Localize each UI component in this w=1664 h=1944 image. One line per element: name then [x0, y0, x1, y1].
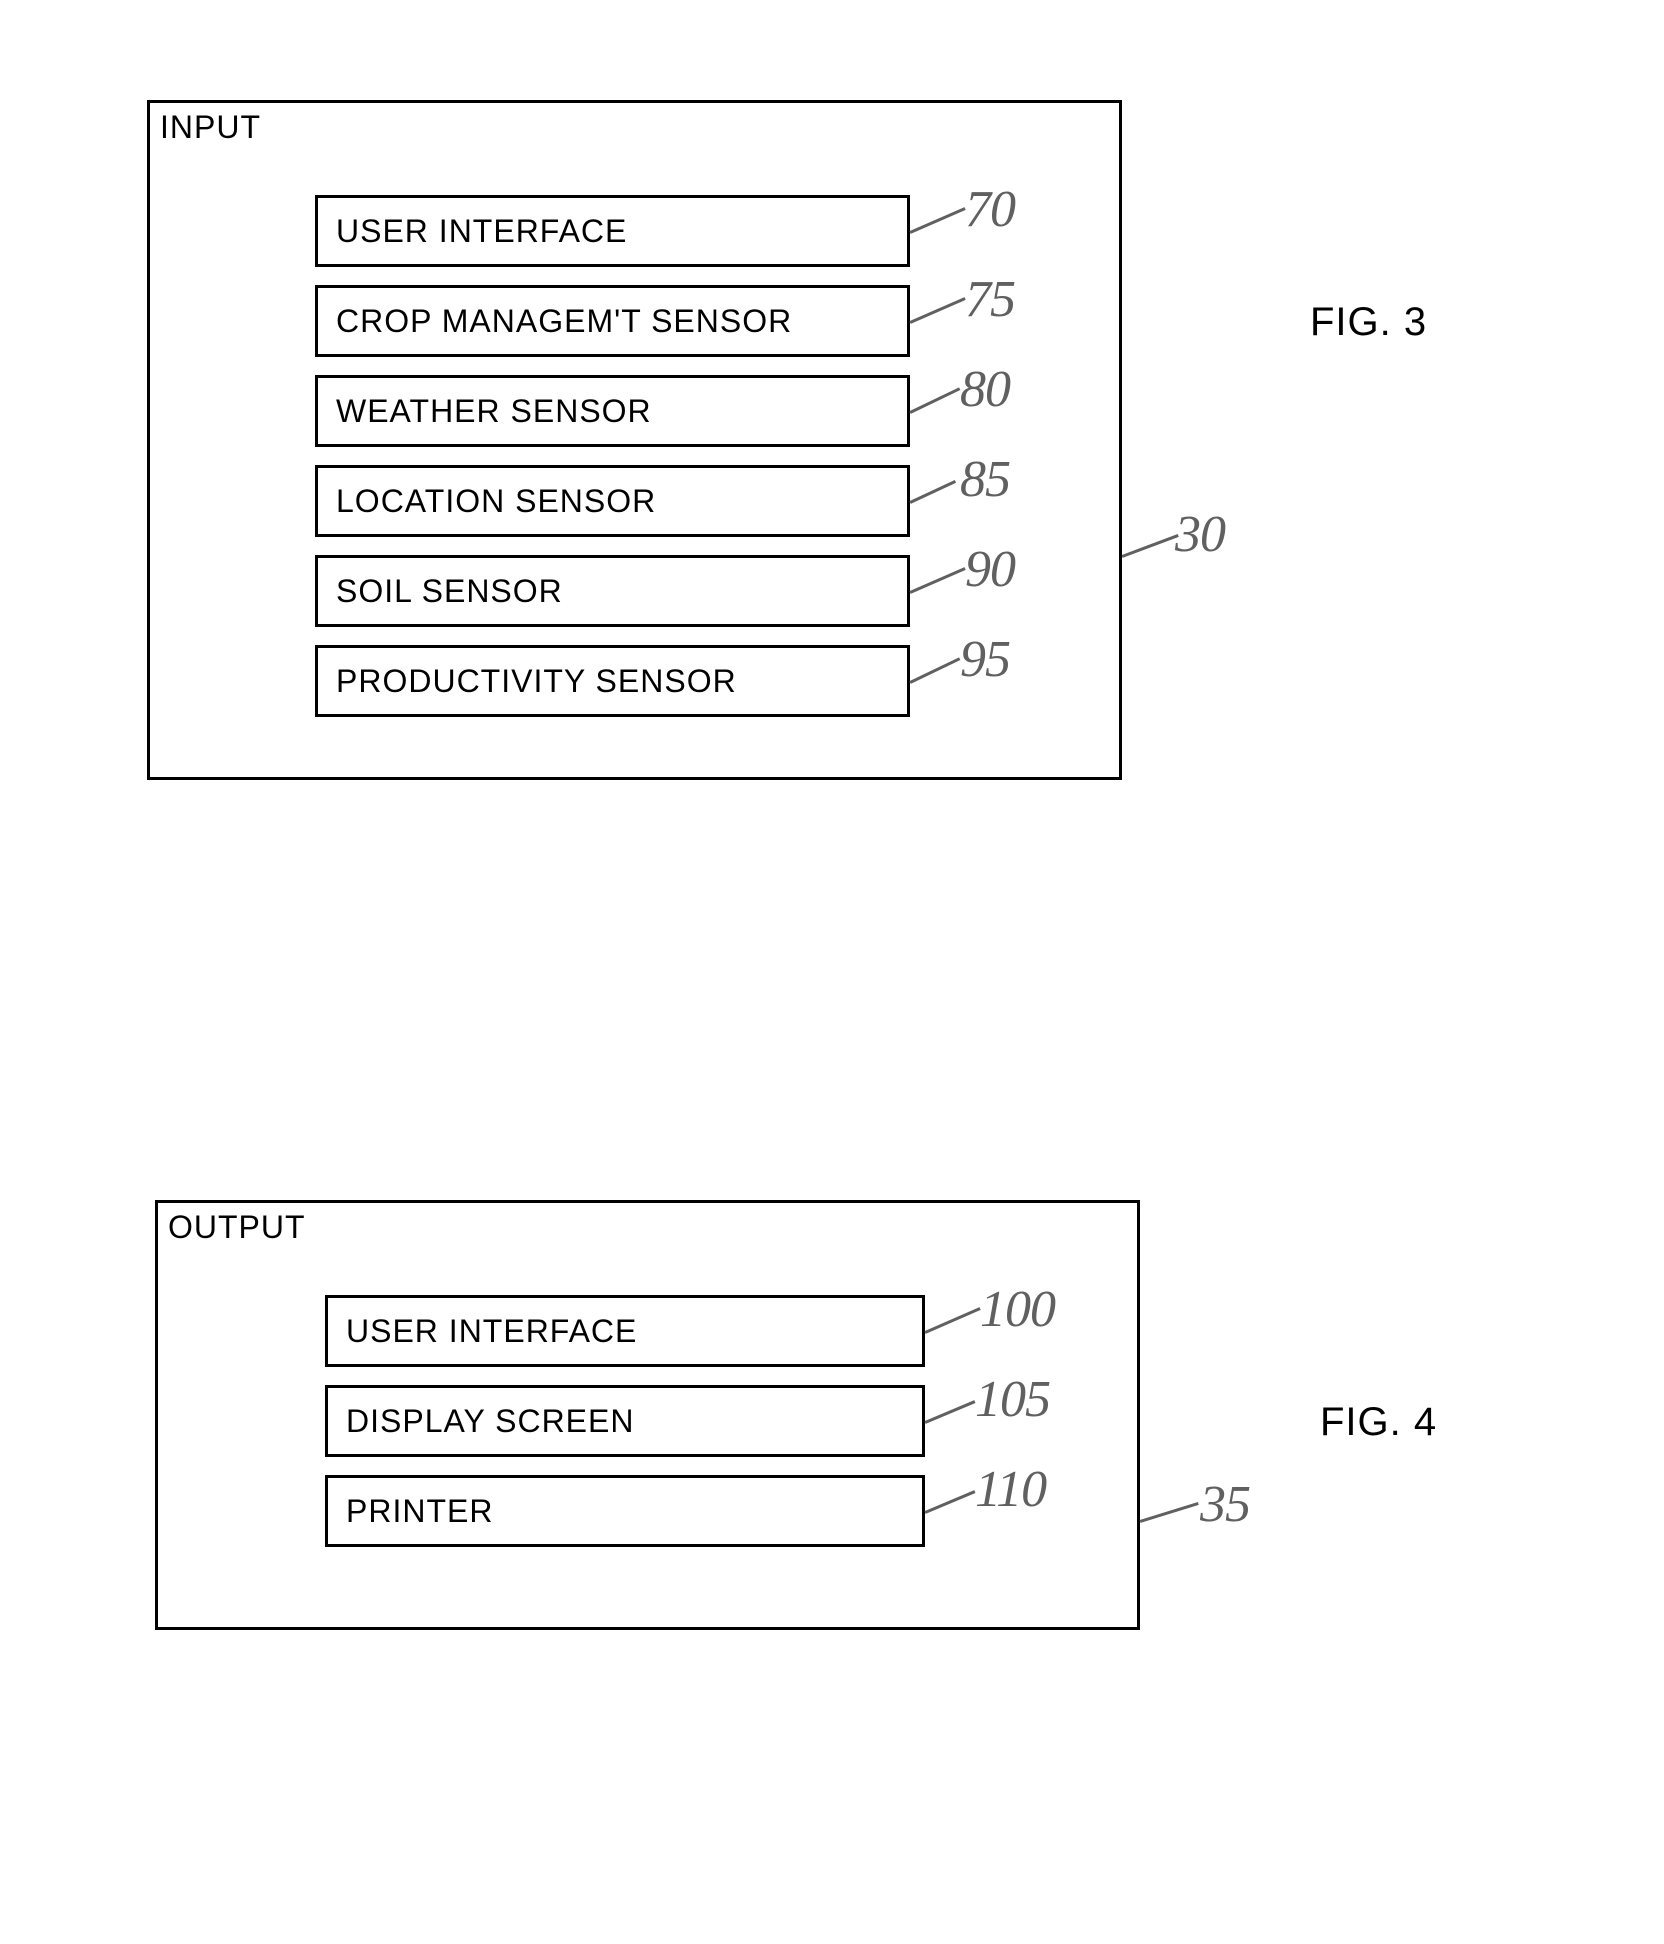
input-item-ref: 80: [960, 360, 1010, 419]
output-item-box: USER INTERFACE: [325, 1295, 925, 1367]
input-item-label: CROP MANAGEM'T SENSOR: [336, 303, 792, 340]
input-item-ref: 70: [965, 180, 1015, 239]
output-item-box: DISPLAY SCREEN: [325, 1385, 925, 1457]
input-item-box: CROP MANAGEM'T SENSOR: [315, 285, 910, 357]
output-item-ref: 110: [975, 1460, 1046, 1519]
output-item-ref: 105: [975, 1370, 1050, 1429]
output-title: OUTPUT: [168, 1209, 306, 1246]
input-item-label: LOCATION SENSOR: [336, 483, 656, 520]
input-item-ref: 95: [960, 630, 1010, 689]
input-item-label: PRODUCTIVITY SENSOR: [336, 663, 737, 700]
input-item-box: LOCATION SENSOR: [315, 465, 910, 537]
fig3-outer-lead: [1122, 534, 1179, 557]
output-item-label: DISPLAY SCREEN: [346, 1403, 634, 1440]
output-item-label: PRINTER: [346, 1493, 493, 1530]
input-item-box: WEATHER SENSOR: [315, 375, 910, 447]
input-item-ref: 90: [965, 540, 1015, 599]
fig4-caption: FIG. 4: [1320, 1400, 1437, 1445]
fig3-outer-ref: 30: [1175, 505, 1225, 564]
input-item-label: USER INTERFACE: [336, 213, 627, 250]
fig4-outer-ref: 35: [1200, 1475, 1250, 1534]
input-item-box: PRODUCTIVITY SENSOR: [315, 645, 910, 717]
fig4-outer-lead: [1140, 1502, 1199, 1522]
fig3-caption: FIG. 3: [1310, 300, 1427, 345]
output-item-box: PRINTER: [325, 1475, 925, 1547]
input-title: INPUT: [160, 109, 261, 146]
input-item-ref: 75: [965, 270, 1015, 329]
output-item-ref: 100: [980, 1280, 1055, 1339]
input-item-ref: 85: [960, 450, 1010, 509]
input-item-box: USER INTERFACE: [315, 195, 910, 267]
output-item-label: USER INTERFACE: [346, 1313, 637, 1350]
input-item-label: WEATHER SENSOR: [336, 393, 652, 430]
input-item-box: SOIL SENSOR: [315, 555, 910, 627]
input-item-label: SOIL SENSOR: [336, 573, 563, 610]
